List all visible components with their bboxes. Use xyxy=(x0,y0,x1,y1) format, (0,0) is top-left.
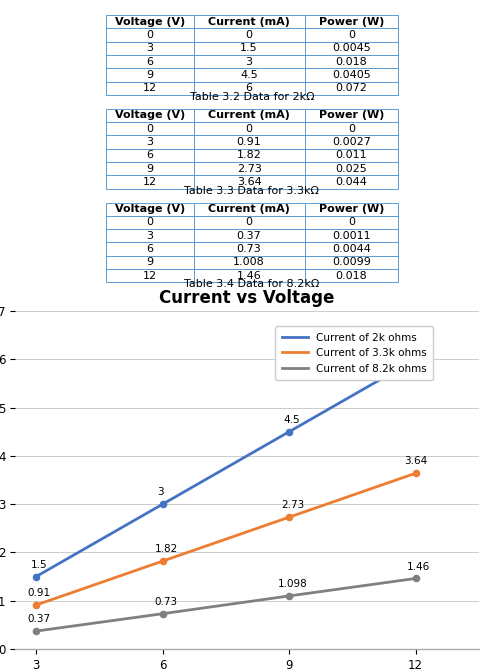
Current of 2k ohms xyxy=(413,355,419,363)
Text: 0.91: 0.91 xyxy=(28,588,51,598)
Text: 4.5: 4.5 xyxy=(284,415,300,425)
Line: Current of 8.2k ohms: Current of 8.2k ohms xyxy=(36,579,416,631)
Line: Current of 2k ohms: Current of 2k ohms xyxy=(36,359,416,577)
Current of 2k ohms xyxy=(33,573,39,581)
Current of 8.2k ohms xyxy=(160,609,166,617)
Current of 8.2k ohms xyxy=(413,575,419,583)
Text: Table 3.2 Data for 2kΩ: Table 3.2 Data for 2kΩ xyxy=(190,92,314,102)
Point xyxy=(159,608,167,619)
Text: Table 3.4 Data for 8.2kΩ: Table 3.4 Data for 8.2kΩ xyxy=(184,279,320,289)
Text: 1.5: 1.5 xyxy=(31,559,47,569)
Current of 3.3k ohms xyxy=(33,601,39,609)
Point xyxy=(285,591,293,601)
Current of 3.3k ohms xyxy=(160,557,166,565)
Current of 8.2k ohms xyxy=(286,592,292,600)
Current of 3.3k ohms xyxy=(286,513,292,521)
Point xyxy=(32,599,40,610)
Text: Table 3.3 Data for 3.3kΩ: Table 3.3 Data for 3.3kΩ xyxy=(184,185,320,195)
Legend: Current of 2k ohms, Current of 3.3k ohms, Current of 8.2k ohms: Current of 2k ohms, Current of 3.3k ohms… xyxy=(275,326,433,380)
Point xyxy=(32,626,40,636)
Current of 2k ohms xyxy=(286,427,292,436)
Text: 1.098: 1.098 xyxy=(278,579,308,589)
Point xyxy=(412,354,420,365)
Point xyxy=(285,426,293,437)
Point xyxy=(159,556,167,567)
Text: 1.46: 1.46 xyxy=(407,561,430,571)
Text: 6: 6 xyxy=(407,343,414,353)
Point xyxy=(32,571,40,582)
Point xyxy=(159,499,167,510)
Current of 2k ohms xyxy=(160,500,166,508)
Text: 1.82: 1.82 xyxy=(154,544,177,554)
Text: 0.73: 0.73 xyxy=(154,597,177,607)
Title: Current vs Voltage: Current vs Voltage xyxy=(159,289,335,307)
Text: 3.64: 3.64 xyxy=(404,456,428,466)
Point xyxy=(285,512,293,522)
Text: 3: 3 xyxy=(157,487,164,497)
Current of 8.2k ohms xyxy=(33,627,39,635)
Text: 0.37: 0.37 xyxy=(28,614,51,624)
Current of 3.3k ohms xyxy=(413,469,419,477)
Line: Current of 3.3k ohms: Current of 3.3k ohms xyxy=(36,473,416,605)
Point xyxy=(412,468,420,478)
Text: 2.73: 2.73 xyxy=(281,500,304,510)
Point xyxy=(412,573,420,584)
